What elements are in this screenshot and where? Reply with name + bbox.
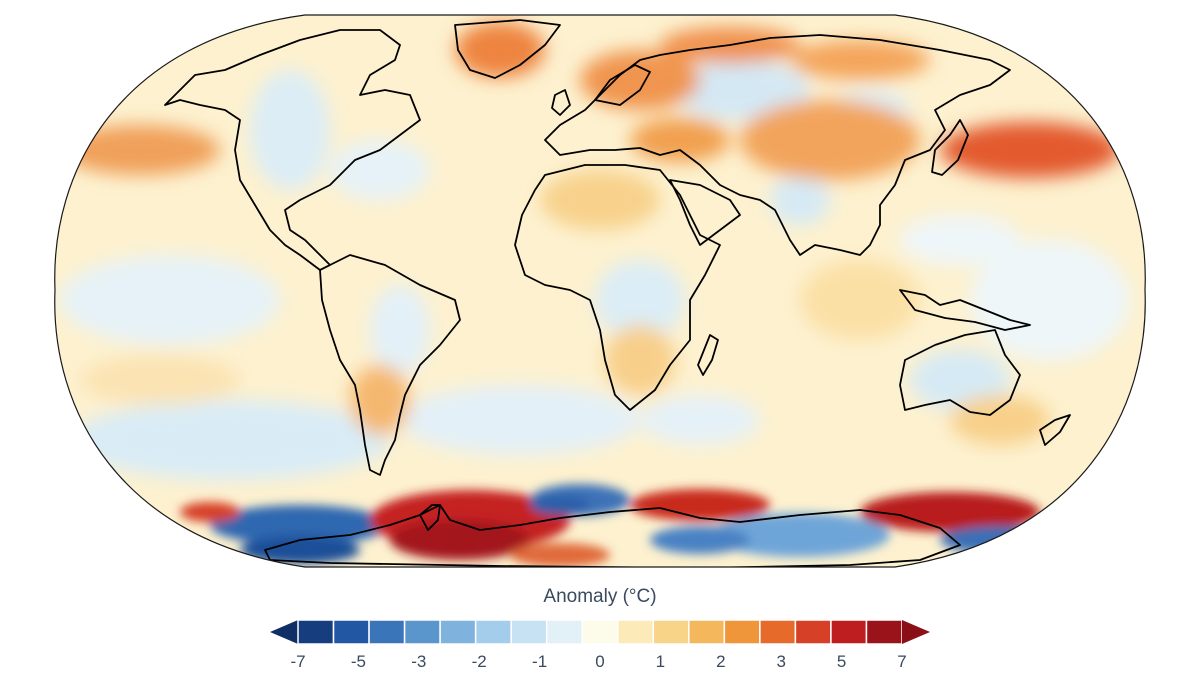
colorbar-swatch	[510, 619, 548, 645]
colorbar-tick-label: -7	[290, 652, 305, 671]
coastline-madagascar	[697, 334, 719, 376]
colorbar-tick-label: 7	[897, 652, 906, 671]
colorbar-swatch	[368, 619, 406, 645]
colorbar-swatch	[759, 619, 797, 645]
coastline-greenland	[454, 19, 561, 79]
colorbar-swatch	[794, 619, 832, 645]
colorbar-arrow-high	[902, 620, 930, 644]
colorbar-tick-label: 0	[595, 652, 604, 671]
coastlines	[164, 19, 1071, 567]
anomaly-field	[54, 15, 1146, 567]
colorbar: -7 -5 -3 -2 -1 0 1 2 3 5 7	[270, 619, 930, 671]
colorbar-tick-label: -5	[351, 652, 366, 671]
colorbar-swatch	[830, 619, 868, 645]
coastline-new-zealand	[1039, 414, 1071, 446]
coastline-eurasia	[544, 34, 1011, 256]
colorbar-swatch	[332, 619, 370, 645]
colorbar-tick-label: 1	[656, 652, 665, 671]
colorbar-arrow-low	[270, 620, 298, 644]
colorbar-swatch	[439, 619, 477, 645]
colorbar-swatch	[545, 619, 583, 645]
coastline-africa	[514, 164, 721, 411]
colorbar-tick-label: 3	[776, 652, 785, 671]
colorbar-swatch	[865, 619, 903, 645]
coastline-antarctic-peninsula	[419, 504, 441, 531]
colorbar-swatch	[688, 619, 726, 645]
colorbar-tick-label: -1	[532, 652, 547, 671]
coastline-north-america	[164, 29, 421, 271]
world-temperature-anomaly-map	[54, 14, 1146, 568]
colorbar-swatches	[270, 619, 930, 645]
colorbar-swatch	[403, 619, 441, 645]
coastline-british-isles	[551, 89, 571, 116]
colorbar-tick-labels: -7 -5 -3 -2 -1 0 1 2 3 5 7	[290, 652, 906, 671]
coastline-south-america	[319, 254, 461, 476]
colorbar-tick-label: -2	[472, 652, 487, 671]
colorbar-swatch	[723, 619, 761, 645]
coastline-scandinavia	[594, 64, 651, 106]
colorbar-swatch	[652, 619, 690, 645]
colorbar-tick-label: 2	[716, 652, 725, 671]
map-frame	[54, 14, 1146, 568]
colorbar-tick-label: -3	[411, 652, 426, 671]
colorbar-swatch	[297, 619, 335, 645]
colorbar-swatch	[474, 619, 512, 645]
coastline-japan	[931, 119, 969, 176]
coastline-australia	[899, 329, 1021, 416]
colorbar-swatch	[617, 619, 655, 645]
legend-title: Anomaly (°C)	[543, 586, 657, 607]
colorbar-swatch	[581, 619, 619, 645]
colorbar-tick-label: 5	[837, 652, 846, 671]
coastline-arabia	[669, 179, 741, 246]
coastline-maritime-asia	[899, 289, 1031, 331]
